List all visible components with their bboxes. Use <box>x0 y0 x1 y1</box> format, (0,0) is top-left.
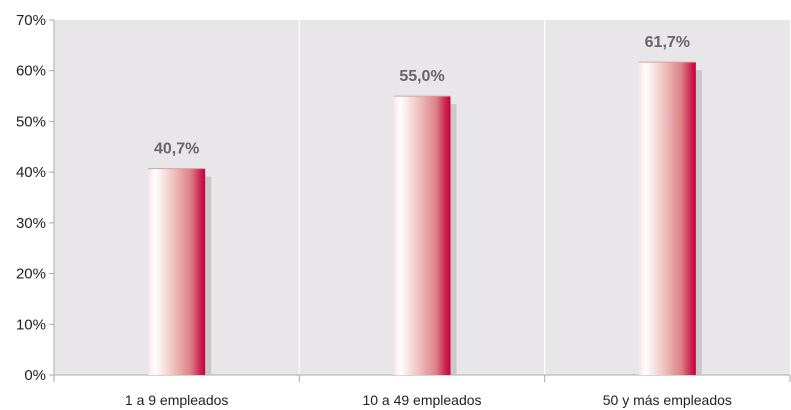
labels: 40,7% 1 a 9 empleados 55,0% 10 a 49 emplead… <box>125 34 732 408</box>
y-tick-label: 10% <box>16 316 46 333</box>
x-category-label: 1 a 9 empleados <box>125 392 229 408</box>
y-tick-label: 0% <box>24 367 46 384</box>
y-tick-label: 50% <box>16 113 46 130</box>
y-tick-label: 60% <box>16 63 46 80</box>
bar <box>638 62 696 375</box>
axes: 0% 10% 20% 30% 40% 50% 60% 70% <box>16 12 791 384</box>
bar-data-label: 61,7% <box>645 34 690 51</box>
gridlines <box>298 20 546 375</box>
y-tick-label: 30% <box>16 215 46 232</box>
bar <box>393 96 451 376</box>
bar-data-label: 40,7% <box>154 141 199 158</box>
y-tick-label: 40% <box>16 164 46 181</box>
bar <box>148 168 206 375</box>
y-tick-label: 70% <box>16 12 46 29</box>
bars <box>148 61 702 376</box>
bar-data-label: 55,0% <box>399 68 444 85</box>
y-tick-label: 20% <box>16 266 46 283</box>
x-category-label: 10 a 49 empleados <box>362 392 481 408</box>
x-category-label: 50 y más empleados <box>603 392 732 408</box>
